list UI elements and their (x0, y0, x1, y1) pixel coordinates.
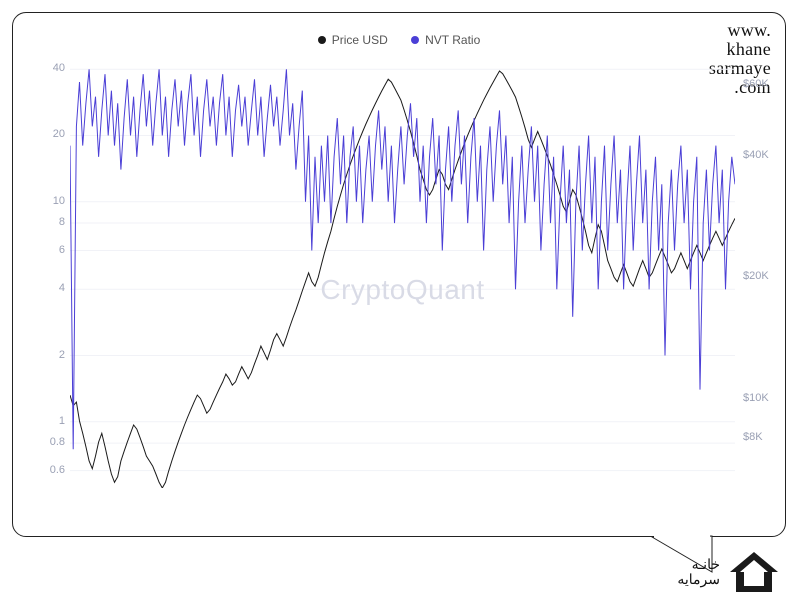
chart-svg (70, 58, 735, 488)
house-icon (728, 550, 780, 594)
left-tick-label: 40 (35, 62, 65, 74)
left-tick-label: 8 (35, 216, 65, 228)
legend-item-price: Price USD (318, 33, 388, 47)
left-tick-label: 1 (35, 415, 65, 427)
chart-area: CryptoQuant (70, 58, 735, 488)
right-tick-label: $40K (743, 149, 769, 161)
legend-dot-price (318, 36, 326, 44)
series-nvt_ratio (70, 69, 735, 449)
left-tick-label: 4 (35, 282, 65, 294)
left-tick-label: 10 (35, 195, 65, 207)
footer-farsi: خانـه سرمایه (677, 557, 720, 588)
right-tick-label: $60K (743, 78, 769, 90)
left-tick-label: 6 (35, 244, 65, 256)
legend-label: NVT Ratio (425, 33, 480, 47)
legend-label: Price USD (332, 33, 388, 47)
left-tick-label: 2 (35, 349, 65, 361)
legend-item-nvt: NVT Ratio (411, 33, 480, 47)
left-tick-label: 0.6 (35, 464, 65, 476)
chart-legend: Price USD NVT Ratio (13, 33, 785, 47)
right-tick-label: $10K (743, 392, 769, 404)
footer-brand: خانـه سرمایه (677, 550, 780, 594)
left-tick-label: 20 (35, 128, 65, 140)
legend-dot-nvt (411, 36, 419, 44)
right-tick-label: $8K (743, 431, 763, 443)
chart-frame: www. khane sarmaye .com Price USD NVT Ra… (12, 12, 786, 537)
footer-farsi-line: سرمایه (677, 572, 720, 587)
left-tick-label: 0.8 (35, 436, 65, 448)
right-tick-label: $20K (743, 270, 769, 282)
footer-farsi-line: خانـه (677, 557, 720, 572)
